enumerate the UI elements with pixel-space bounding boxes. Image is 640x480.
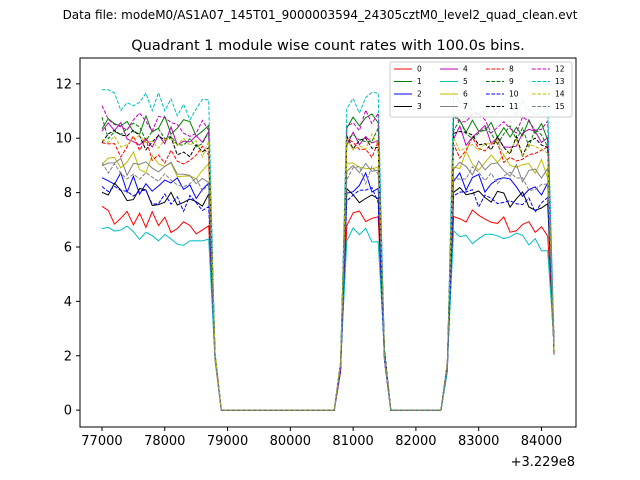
- series-line-3: [101, 182, 555, 411]
- chart-title: Quadrant 1 module wise count rates with …: [131, 38, 525, 54]
- y-tick-label: 10: [55, 132, 72, 147]
- x-tick-label: 80000: [270, 434, 311, 449]
- plot-frame: [79, 57, 577, 428]
- legend-frame: [389, 61, 573, 118]
- series-line-14: [101, 132, 555, 411]
- legend-label-13: 13: [555, 77, 565, 86]
- legend-label-2: 2: [417, 90, 422, 99]
- series-line-4: [101, 121, 555, 411]
- x-tick-label: 79000: [207, 434, 248, 449]
- legend-label-1: 1: [417, 77, 422, 86]
- y-tick-label: 2: [64, 349, 72, 364]
- legend-label-8: 8: [509, 65, 514, 74]
- y-tick-label: 6: [64, 240, 72, 255]
- series-line-5: [101, 225, 555, 411]
- legend-label-10: 10: [509, 90, 519, 99]
- series-line-12: [101, 105, 555, 411]
- legend-label-7: 7: [463, 102, 468, 111]
- legend-label-6: 6: [463, 90, 468, 99]
- y-tick-label: 8: [64, 186, 72, 201]
- y-tick-label: 4: [64, 295, 72, 310]
- y-tick-label: 0: [64, 404, 72, 419]
- legend-label-5: 5: [463, 77, 468, 86]
- series-line-9: [101, 116, 555, 411]
- x-tick-label: 83000: [458, 434, 499, 449]
- legend-label-3: 3: [417, 102, 422, 111]
- series-line-10: [101, 185, 555, 411]
- series-line-2: [101, 171, 555, 411]
- legend-label-0: 0: [417, 65, 422, 74]
- x-tick-label: 77000: [81, 434, 122, 449]
- x-offset-label: +3.229e8: [511, 455, 575, 470]
- series-line-8: [101, 134, 555, 411]
- y-tick-label: 12: [55, 77, 72, 92]
- x-tick-label: 81000: [332, 434, 373, 449]
- legend-label-14: 14: [555, 90, 565, 99]
- legend-label-9: 9: [509, 77, 514, 86]
- legend-label-4: 4: [463, 65, 468, 74]
- x-tick-label: 84000: [521, 434, 562, 449]
- legend-label-12: 12: [555, 65, 565, 74]
- x-tick-label: 78000: [144, 434, 185, 449]
- ticks-layer: 77000 78000 79000 80000 81000 82000 83000 84000…: [55, 77, 562, 449]
- series-line-11: [101, 129, 555, 411]
- series-line-7: [101, 157, 555, 411]
- series-layer: [101, 89, 555, 411]
- chart-suptitle: Data file: modeM0/AS1A07_145T01_90000035…: [63, 8, 578, 22]
- series-line-0: [101, 205, 555, 411]
- legend-label-15: 15: [555, 102, 565, 111]
- series-line-15: [101, 162, 555, 411]
- x-tick-label: 82000: [395, 434, 436, 449]
- legend-label-11: 11: [509, 102, 519, 111]
